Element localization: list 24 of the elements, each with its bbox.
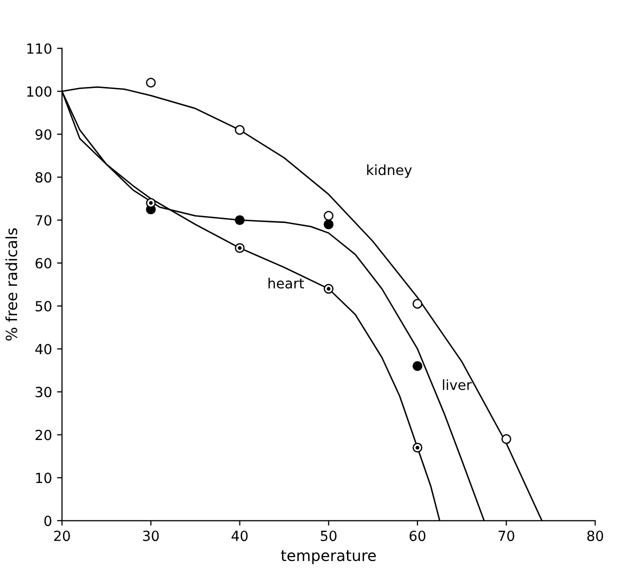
y-tick-label: 0 (44, 516, 52, 526)
y-tick-label: 80 (36, 172, 52, 183)
annotation: liver (442, 379, 472, 390)
x-tick-label: 70 (498, 530, 514, 542)
x-tick-label: 40 (232, 530, 248, 542)
y-tick-label: 90 (35, 129, 52, 140)
y-tick-label: 50 (36, 300, 52, 312)
y-tick-label: 10 (36, 472, 52, 484)
y-tick-label: 60 (36, 258, 52, 269)
annotation: heart (268, 278, 304, 289)
y-tick-label: 40 (35, 344, 52, 354)
annotation: kidney (367, 164, 412, 178)
x-tick-label: 20 (54, 530, 70, 542)
y-axis-title: % free radicals (5, 228, 18, 341)
x-tick-label: 80 (587, 530, 604, 542)
x-tick-label: 60 (410, 530, 426, 542)
y-tick-label: 70 (36, 215, 52, 226)
x-tick-label: 30 (143, 530, 159, 542)
y-tick-label: 20 (36, 430, 52, 440)
x-axis-title: temperature (281, 550, 376, 564)
y-tick-label: 110 (27, 43, 52, 54)
y-tick-label: 100 (27, 86, 52, 97)
x-tick-label: 50 (320, 530, 337, 542)
y-tick-label: 30 (36, 386, 52, 398)
